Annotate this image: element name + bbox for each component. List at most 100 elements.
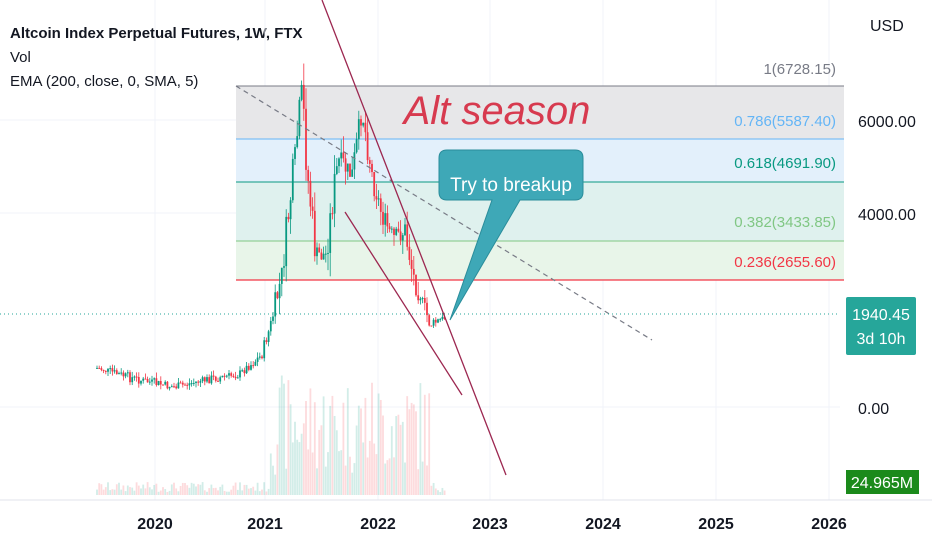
volume-bar [164, 489, 167, 495]
trendlines[interactable] [0, 0, 840, 476]
time-axis[interactable]: 2020 2021 2022 2023 2024 2025 2026 [0, 499, 932, 533]
volume-bar [309, 388, 312, 495]
volume-bar [252, 486, 255, 495]
volume-bar [118, 482, 120, 495]
candle-body [423, 298, 426, 303]
volume-bar [360, 408, 362, 495]
volume-bar [311, 452, 314, 495]
candle-body [322, 253, 325, 260]
volume-bar [184, 483, 186, 495]
candle-body [280, 267, 283, 284]
volume-bar [316, 468, 318, 495]
volume-bar [223, 490, 226, 495]
candle-body [395, 228, 398, 235]
candle-body [272, 316, 274, 321]
candle-body [96, 367, 98, 369]
volume-bar [133, 490, 136, 495]
candle-body [285, 216, 288, 267]
volume-bar [217, 490, 219, 495]
candle-body [217, 380, 219, 382]
candle-body [267, 331, 270, 342]
volume-bar [355, 425, 358, 495]
price-scale[interactable]: USD 6000.00 4000.00 0.00 1940.45 3d 10h … [846, 18, 919, 494]
volume-bar [186, 485, 189, 495]
candle-body [208, 377, 211, 384]
dashed-trendline [235, 85, 653, 341]
volume-bar [410, 402, 413, 495]
fib-retracement[interactable]: 1(6728.15) 0.786(5587.40) 0.618(4691.90)… [236, 61, 844, 281]
volume-bar [159, 490, 162, 495]
volume-bar [210, 484, 213, 495]
candle-body [401, 235, 404, 241]
callout-bubble[interactable]: Try to breakup [438, 149, 584, 321]
candle-body [399, 231, 402, 241]
volume-bar [294, 421, 296, 495]
candle-body [214, 376, 217, 381]
fib-band-0382 [236, 241, 844, 280]
candle-body [177, 382, 180, 389]
volume-bar [291, 442, 294, 495]
candle-body [151, 379, 153, 382]
candle-body [426, 302, 428, 316]
volume-bar [426, 465, 428, 495]
volume-bar [272, 465, 274, 495]
volume-bar [250, 488, 252, 495]
volume-bar [417, 469, 420, 495]
volume-indicator-label[interactable]: Vol [10, 49, 31, 66]
volume-bar [401, 421, 404, 495]
volume-bar [254, 490, 257, 495]
volume-bar [225, 491, 228, 495]
volume-bar [443, 490, 446, 495]
candle-body [225, 375, 228, 377]
candle-body [250, 365, 252, 370]
volume-bar [247, 488, 250, 495]
candle-body [432, 319, 435, 326]
volume-bar [195, 486, 197, 495]
candle-body [309, 180, 312, 207]
candle-body [287, 216, 290, 220]
candle-body [360, 119, 362, 126]
candle-body [320, 252, 323, 260]
candle-body [338, 158, 340, 167]
candle-body [397, 228, 400, 232]
candle-body [126, 372, 129, 374]
volume-bar [236, 489, 239, 495]
volume-bar [324, 466, 327, 495]
volume-bar [122, 485, 125, 495]
ema-indicator-label[interactable]: EMA (200, close, 0, SMA, 5) [10, 73, 199, 90]
volume-bar [241, 490, 244, 495]
candle-body [344, 158, 347, 172]
candle-body [129, 372, 131, 383]
candle-body [228, 373, 230, 376]
symbol-title[interactable]: Altcoin Index Perpetual Futures, 1W, FTX [10, 25, 303, 42]
volume-bar [104, 487, 107, 495]
candle-body [329, 213, 332, 253]
candle-body [210, 375, 213, 384]
candle-body [144, 378, 147, 380]
volume-bar [96, 489, 98, 495]
volume-bar [331, 395, 334, 495]
volume-bars [96, 375, 446, 495]
volume-bar [364, 397, 367, 495]
volume-bar [192, 483, 195, 495]
candle-body [166, 381, 169, 389]
candle-body [107, 368, 109, 372]
volume-bar [162, 487, 164, 495]
alt-season-annotation[interactable]: Alt season [402, 89, 591, 133]
volume-bar [148, 487, 151, 495]
volume-bar [412, 404, 415, 495]
volume-bar [120, 489, 123, 495]
volume-bar [353, 463, 356, 495]
volume-badge [846, 470, 919, 494]
candle-body [313, 210, 316, 257]
fib-label-0786: 0.786(5587.40) [734, 113, 836, 130]
volume-bar [239, 482, 241, 495]
candle-body [135, 376, 138, 378]
volume-bar [214, 487, 217, 495]
candle-body [353, 152, 356, 170]
candle-body [274, 292, 277, 317]
volume-bar [305, 401, 307, 495]
candle-body [124, 373, 127, 377]
candle-body [318, 247, 321, 253]
